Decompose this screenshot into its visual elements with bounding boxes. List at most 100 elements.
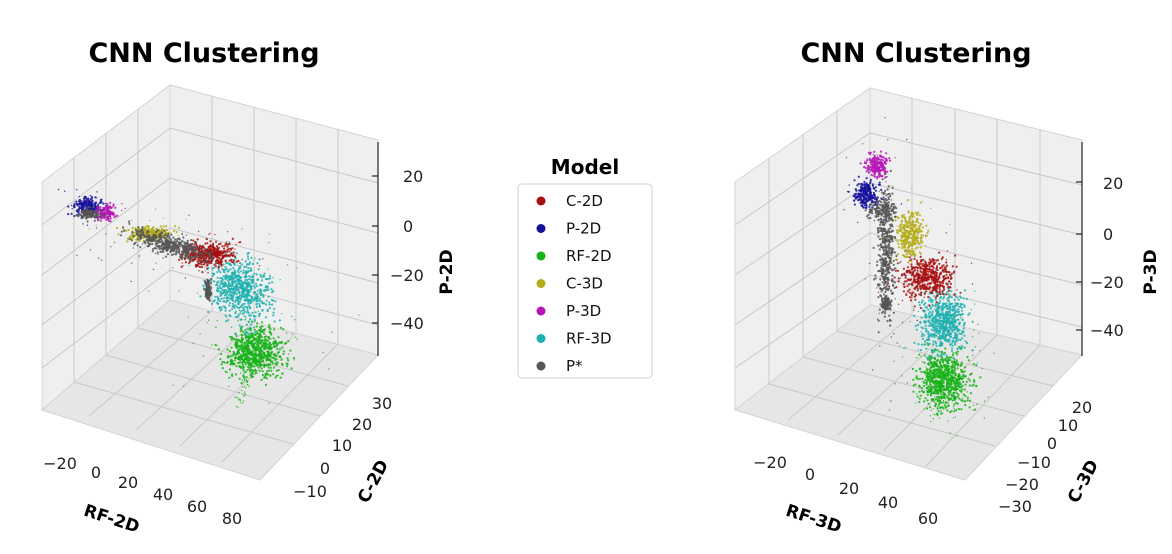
data-point <box>91 207 94 210</box>
data-point <box>246 255 250 258</box>
data-point <box>275 342 278 345</box>
data-point <box>921 361 923 363</box>
data-point <box>244 287 247 290</box>
data-point <box>922 327 925 330</box>
data-point <box>255 303 258 306</box>
data-point <box>949 282 953 285</box>
data-point <box>126 237 129 240</box>
data-point <box>965 380 968 383</box>
data-point <box>239 298 242 301</box>
data-point <box>97 203 100 206</box>
data-point <box>244 393 246 395</box>
data-point <box>161 244 164 247</box>
data-point <box>946 329 949 332</box>
plot-left: CNN Clustering <box>40 38 457 538</box>
data-point <box>175 231 178 234</box>
data-point <box>941 412 944 414</box>
data-point <box>930 333 933 336</box>
data-point <box>936 371 939 375</box>
data-point <box>242 368 245 372</box>
data-point <box>110 246 112 248</box>
data-point <box>188 214 190 216</box>
data-point <box>180 265 183 268</box>
legend-title: Model <box>551 155 619 179</box>
data-point <box>187 250 190 253</box>
data-point <box>935 268 938 271</box>
data-point <box>941 371 945 374</box>
data-point <box>209 232 211 235</box>
data-point <box>910 263 913 266</box>
cluster-rf3d <box>147 228 360 335</box>
data-point <box>245 265 248 268</box>
data-point <box>927 330 930 334</box>
data-point <box>944 387 946 389</box>
data-point <box>232 289 235 292</box>
data-point <box>128 222 131 225</box>
data-point <box>918 377 922 381</box>
data-point <box>260 289 263 292</box>
data-point <box>221 282 225 286</box>
data-point <box>938 350 941 353</box>
data-point <box>258 363 262 366</box>
data-point <box>259 347 262 350</box>
data-point <box>88 228 91 230</box>
data-point <box>973 408 977 411</box>
data-point <box>235 365 238 368</box>
data-point <box>100 259 103 261</box>
right-yticklabel-4: 10 <box>1058 416 1078 435</box>
data-point <box>216 286 219 289</box>
data-point <box>201 259 205 262</box>
data-point <box>268 282 271 285</box>
data-point <box>942 321 945 324</box>
data-point <box>226 348 229 351</box>
data-point <box>197 261 200 264</box>
data-point <box>260 353 263 356</box>
data-point <box>221 252 223 255</box>
data-point <box>952 391 955 394</box>
data-point <box>222 268 225 271</box>
data-point <box>136 237 139 241</box>
data-point <box>78 198 81 201</box>
data-point <box>909 299 913 302</box>
data-point <box>224 274 227 277</box>
data-point <box>153 239 156 242</box>
data-point <box>145 225 148 228</box>
data-point <box>254 315 257 318</box>
data-point <box>910 294 913 297</box>
data-point <box>969 372 973 376</box>
data-point <box>258 265 261 267</box>
data-point <box>956 367 959 370</box>
data-point <box>964 400 967 402</box>
data-point <box>267 325 270 328</box>
data-point <box>978 332 980 334</box>
data-point <box>105 233 107 235</box>
data-point <box>957 385 961 388</box>
data-point <box>923 400 926 403</box>
data-point <box>944 329 947 332</box>
data-point <box>938 251 941 254</box>
data-point <box>268 301 271 304</box>
data-point <box>917 343 920 346</box>
data-point <box>945 395 949 398</box>
data-point <box>155 234 158 237</box>
data-point <box>973 303 976 305</box>
data-point <box>263 289 266 292</box>
data-point <box>78 203 81 206</box>
data-point <box>228 241 230 243</box>
data-point <box>963 370 966 373</box>
data-point <box>255 273 258 276</box>
data-point <box>290 367 293 370</box>
data-point <box>237 361 240 364</box>
data-point <box>235 296 238 299</box>
data-point <box>77 208 80 211</box>
data-point <box>929 370 933 373</box>
data-point <box>184 277 186 279</box>
left-yticklabel-3: 20 <box>352 415 372 434</box>
data-point <box>258 334 261 338</box>
data-point <box>935 314 938 317</box>
data-point <box>263 328 266 331</box>
data-point <box>202 264 204 266</box>
data-point <box>922 307 924 310</box>
data-point <box>268 323 271 327</box>
data-point <box>242 285 245 288</box>
